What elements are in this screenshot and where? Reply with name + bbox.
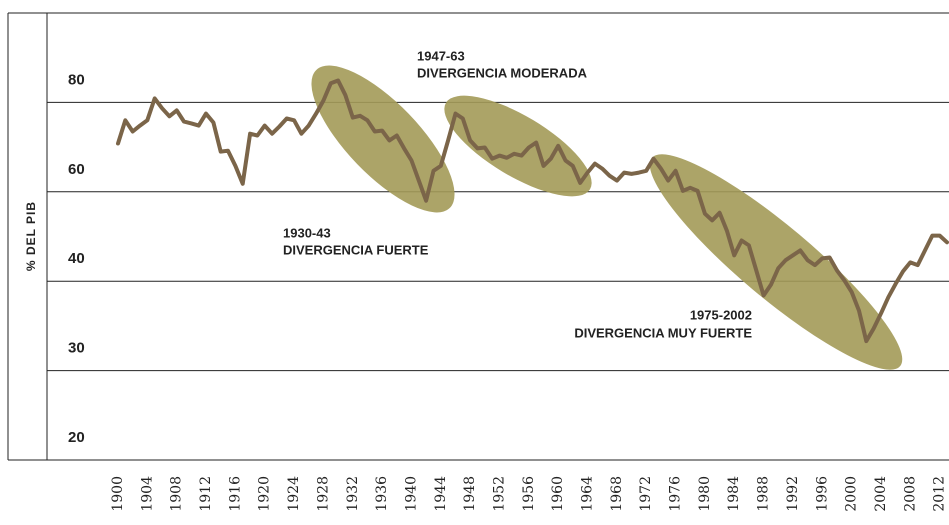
x-tick-label: 1920	[257, 476, 273, 512]
highlight-ellipse	[649, 154, 903, 370]
x-tick-label: 1908	[169, 476, 185, 512]
annotation-text: DIVERGENCIA MUY FUERTE	[574, 325, 752, 340]
x-tick-label: 1952	[491, 476, 507, 512]
highlight-ellipse	[444, 95, 592, 197]
x-tick-label: 1988	[756, 476, 772, 512]
x-tick-label: 1992	[785, 476, 801, 512]
x-tick-label: 1916	[227, 476, 243, 512]
x-tick-label: 1976	[668, 476, 684, 512]
y-tick-label: 60	[68, 161, 85, 178]
x-tick-label: 2000	[844, 476, 860, 512]
x-tick-label: 1928	[315, 476, 331, 512]
y-tick-label: 20	[68, 429, 85, 446]
x-tick-label: 1984	[726, 476, 742, 512]
x-tick-label: 1900	[110, 476, 126, 512]
x-tick-label: 1964	[580, 476, 596, 512]
x-tick-label: 1912	[198, 476, 214, 512]
annotation-period: 1947-63	[417, 48, 465, 63]
x-tick-label: 1960	[550, 476, 566, 512]
x-tick-label: 2008	[902, 476, 918, 512]
x-tick-label: 1956	[521, 476, 537, 512]
annotation-text: DIVERGENCIA FUERTE	[283, 242, 429, 257]
annotation-period: 1975-2002	[690, 307, 752, 322]
x-tick-label: 1936	[374, 476, 390, 512]
x-tick-label: 1944	[433, 476, 449, 512]
x-tick-label: 1968	[609, 476, 625, 512]
grid	[47, 101, 949, 461]
x-tick-label: 1972	[638, 476, 654, 512]
y-tick-label: 40	[68, 250, 85, 267]
annotation-text: DIVERGENCIA MODERADA	[417, 65, 588, 80]
y-tick-label: 30	[68, 340, 85, 357]
x-tick-label: 1996	[814, 476, 830, 512]
data-line	[116, 78, 949, 344]
x-tick-label: 1980	[697, 476, 713, 512]
x-tick-label: 1940	[403, 476, 419, 512]
annotation-period: 1930-43	[283, 225, 331, 240]
y-axis-label: % DEL PIB	[24, 201, 38, 271]
x-tick-label: 2004	[873, 476, 889, 512]
y-tick-label: 80	[68, 71, 85, 88]
x-tick-label: 1932	[345, 476, 361, 512]
x-tick-label: 2012	[932, 476, 948, 512]
x-tick-label: 1924	[286, 476, 302, 512]
x-tick-label: 1904	[139, 476, 155, 512]
x-tick-label: 1948	[462, 476, 478, 512]
